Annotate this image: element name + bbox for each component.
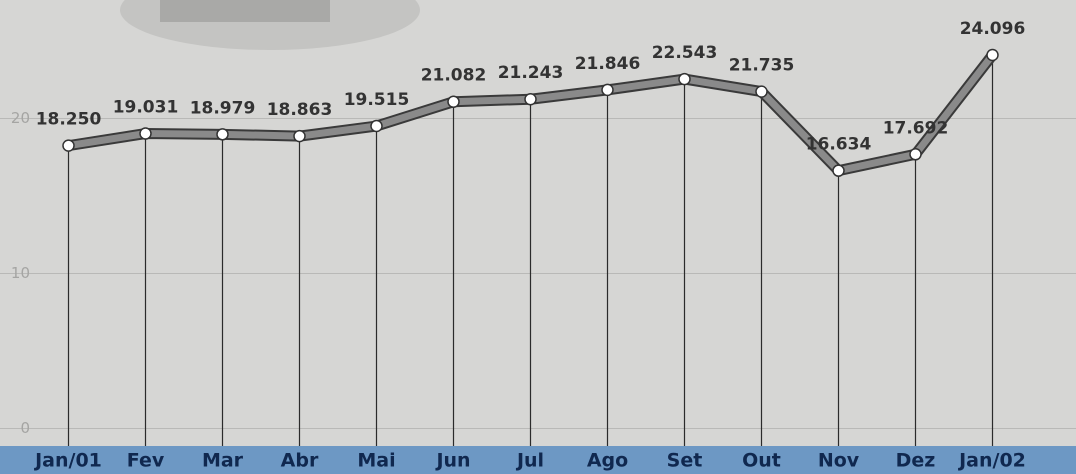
- value-label: 24.096: [960, 19, 1026, 39]
- value-label: 19.515: [344, 90, 410, 110]
- photo-fragment: [160, 0, 330, 22]
- x-tick-label: Jan/01: [33, 450, 102, 472]
- value-label: 21.846: [575, 54, 641, 74]
- point: [987, 50, 998, 61]
- chart: 0 10 20 18.250 19.031 18.979 18.863 19.515 21.08…: [0, 0, 1076, 474]
- x-tick-label: Jul: [515, 450, 544, 472]
- point: [371, 121, 382, 132]
- point: [756, 86, 767, 97]
- point: [217, 129, 228, 140]
- point: [910, 149, 921, 160]
- x-tick-label: Jan/02: [957, 450, 1026, 472]
- point: [448, 96, 459, 107]
- x-tick-label: Set: [667, 450, 703, 472]
- x-tick-label: Ago: [587, 450, 628, 472]
- value-label: 22.543: [652, 43, 718, 63]
- y-tick-label: 10: [11, 264, 30, 282]
- value-label: 18.250: [36, 110, 102, 130]
- x-tick-label: Abr: [281, 450, 319, 472]
- x-tick-label: Nov: [818, 450, 860, 472]
- value-label: 18.979: [190, 98, 256, 118]
- point: [294, 131, 305, 142]
- point: [140, 128, 151, 139]
- x-tick-label: Mai: [357, 450, 395, 472]
- point: [63, 140, 74, 151]
- point: [525, 94, 536, 105]
- value-label: 16.634: [806, 135, 872, 155]
- x-tick-label: Jun: [434, 450, 470, 472]
- value-label: 21.735: [729, 56, 795, 76]
- value-label: 17.692: [883, 118, 949, 138]
- point: [679, 74, 690, 85]
- point: [833, 165, 844, 176]
- value-label: 21.082: [421, 66, 487, 86]
- x-tick-label: Out: [742, 450, 781, 472]
- x-tick-label: Mar: [202, 450, 244, 472]
- y-tick-label: 20: [11, 109, 30, 127]
- x-tick-label: Fev: [127, 450, 165, 472]
- value-label: 21.243: [498, 63, 564, 83]
- x-tick-label: Dez: [896, 450, 936, 472]
- value-label: 19.031: [113, 98, 179, 118]
- value-label: 18.863: [267, 100, 333, 120]
- point: [602, 84, 613, 95]
- y-tick-label: 0: [20, 419, 30, 437]
